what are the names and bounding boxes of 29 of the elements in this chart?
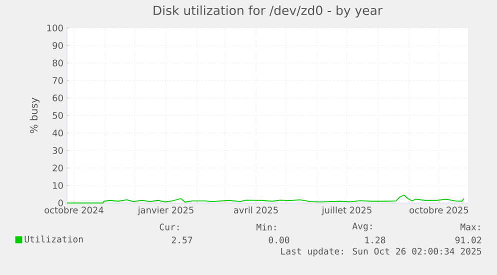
line-series xyxy=(66,194,464,204)
text: 1.28 xyxy=(365,236,386,244)
y-tick-label: 0 xyxy=(58,200,63,206)
y-tick-label: 100 xyxy=(47,24,63,32)
text: Min: xyxy=(256,224,276,230)
x-tick-label: avril 2025 xyxy=(234,206,278,214)
x-tick-label: juillet 2025 xyxy=(322,206,372,216)
x-tick-label: octobre 2024 xyxy=(44,206,104,214)
legend-label: Utilization xyxy=(24,236,83,243)
y-tick-label: 50 xyxy=(52,112,63,119)
text: 91.02 xyxy=(455,236,482,244)
y-tick-label: 30 xyxy=(52,147,63,154)
y-tick-label: 90 xyxy=(52,42,63,49)
y-axis-title: % busy xyxy=(30,98,40,134)
text: Max: xyxy=(460,224,480,230)
y-tick-label: 20 xyxy=(52,164,63,172)
y-tick-label: 80 xyxy=(52,60,63,66)
text: 0.00 xyxy=(268,236,290,244)
text: 2.57 xyxy=(172,236,192,244)
x-tick-label: janvier 2025 xyxy=(138,206,194,216)
y-tick-label: 60 xyxy=(52,94,63,102)
y-tick-label: 70 xyxy=(52,77,63,84)
text: Last update: Sun Oct 26 02:00:34 2025 xyxy=(281,248,482,256)
y-tick-label: 40 xyxy=(52,130,63,136)
text: Avg: xyxy=(352,222,372,232)
chart-title: Disk utilization for /dev/zd0 - by year xyxy=(154,5,383,18)
y-tick-label: 10 xyxy=(53,182,63,189)
text: Cur: xyxy=(160,224,179,230)
x-tick-label: octobre 2025 xyxy=(410,206,468,214)
